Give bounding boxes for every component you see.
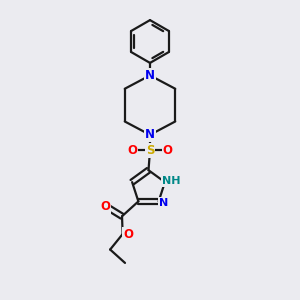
Text: O: O <box>163 144 173 157</box>
Text: N: N <box>145 69 155 82</box>
Text: O: O <box>100 200 110 213</box>
Text: O: O <box>127 144 137 157</box>
Text: N: N <box>145 128 155 141</box>
Text: O: O <box>123 228 133 241</box>
Text: NH: NH <box>162 176 181 186</box>
Text: N: N <box>159 198 169 208</box>
Text: S: S <box>146 144 154 157</box>
